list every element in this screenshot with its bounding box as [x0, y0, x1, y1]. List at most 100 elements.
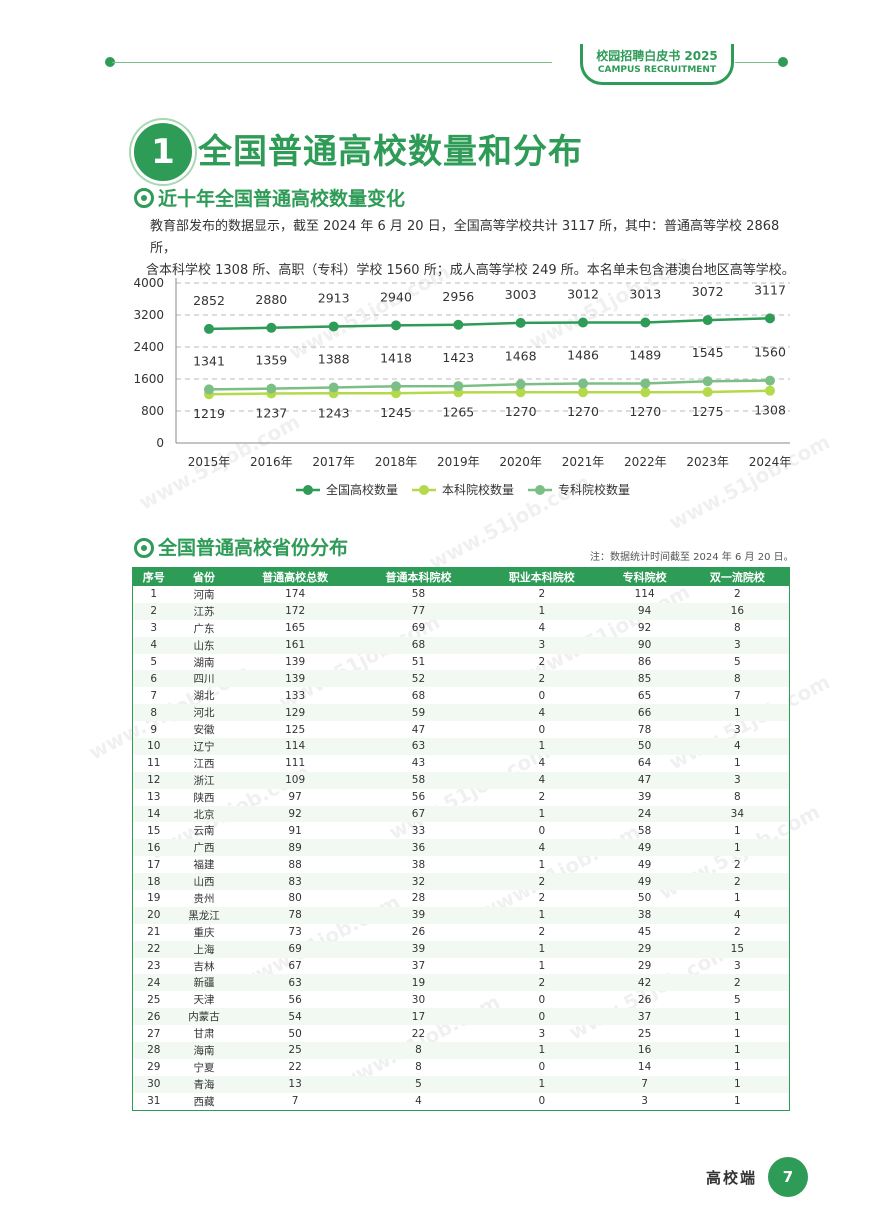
table-cell: 16 [132, 839, 175, 857]
table-row: 11 江西 111 43 4 64 1 [133, 755, 790, 772]
data-point [391, 381, 401, 392]
table-cell: 37 [411, 960, 426, 973]
table-cell: 1 [685, 839, 790, 857]
table-cell: 1 [734, 824, 741, 837]
table-cell: 1 [480, 1042, 604, 1059]
intro-line-2: 含本科学校 1308 所、高职（专科）学校 1560 所；成人高等学校 249 … [146, 263, 795, 278]
table-cell: 10 [132, 738, 175, 755]
table-cell: 11 [147, 757, 161, 770]
table-cell: 36 [356, 839, 481, 857]
table-cell: 47 [411, 723, 426, 736]
table-cell: 0 [538, 1095, 546, 1108]
table-row: 4 山东 161 68 3 90 3 [132, 636, 790, 654]
table-cell: 83 [233, 873, 357, 891]
x-tick-label: 2021年 [562, 455, 605, 469]
column-header: 双一流院校 [685, 567, 790, 586]
data-point [391, 388, 401, 399]
table-cell: 3 [734, 960, 741, 973]
table-row: 5 湖南 139 51 2 86 5 [133, 654, 790, 671]
table-cell: 0 [538, 993, 546, 1006]
table-row: 18 山西 83 32 2 49 2 [132, 873, 790, 891]
column-header: 序号 [132, 567, 175, 586]
column-header: 省份 [174, 567, 234, 586]
header-dot-left [105, 57, 115, 67]
table-cell: 15 [685, 940, 790, 958]
y-tick-label: 1600 [133, 372, 164, 386]
section-bullet-icon [134, 188, 154, 208]
table-cell: 19 [147, 892, 161, 905]
data-point [453, 319, 464, 330]
table-cell: 4 [480, 704, 604, 722]
table-cell: 69 [411, 622, 426, 635]
table-cell: 8 [685, 670, 790, 688]
table-cell: 125 [285, 723, 306, 736]
legend-label: 本科院校数量 [442, 482, 514, 497]
table-cell: 5 [734, 993, 741, 1006]
table-row: 21 重庆 73 26 2 45 2 [133, 924, 790, 941]
table-cell: 25 [233, 1042, 357, 1059]
table-cell: 青海 [174, 1075, 234, 1093]
data-point [515, 317, 526, 328]
table-cell: 2 [538, 656, 546, 668]
table-cell: 湖南 [193, 656, 215, 669]
table-header-row: 序号 省份 普通高校总数 普通本科院校 职业本科院校 专科院校 双一流院校 [132, 567, 790, 586]
table-row: 19 贵州 80 28 2 50 1 [133, 890, 790, 907]
table-cell: 重庆 [193, 926, 215, 939]
legend-marker [419, 485, 429, 495]
data-label: 2940 [380, 289, 412, 304]
data-point [765, 313, 775, 324]
table-cell: 2 [538, 926, 546, 939]
table-cell: 78 [637, 723, 652, 736]
data-point [765, 375, 775, 386]
data-point [702, 387, 713, 397]
table-row: 14 北京 92 67 1 24 34 [132, 805, 790, 823]
legend-marker [535, 485, 545, 495]
data-label: 1341 [193, 353, 225, 368]
table-cell: 49 [603, 873, 686, 891]
table-cell: 3 [150, 622, 158, 635]
line-chart: 0 800 1600 2400 3200 4000 2015年 2016年 2017年 2018年… [133, 276, 792, 497]
table-cell: 50 [603, 738, 686, 755]
table-cell: 河北 [174, 704, 234, 722]
table-cell: 28 [411, 892, 426, 905]
table-cell: 5 [734, 656, 741, 668]
x-tick-label: 2017年 [312, 455, 355, 469]
table-cell: 68 [411, 689, 426, 702]
table-cell: 新疆 [174, 974, 234, 992]
table-cell: 河南 [193, 588, 215, 601]
data-point [391, 320, 401, 331]
table-cell: 天津 [193, 994, 215, 1007]
table-cell: 宁夏 [193, 1061, 215, 1074]
table-cell: 42 [603, 974, 686, 992]
table-cell: 4 [685, 738, 790, 755]
table-cell: 58 [411, 588, 426, 601]
table-cell: 广西 [174, 839, 234, 857]
table-cell: 7 [150, 689, 158, 702]
x-tick-label: 2018年 [375, 455, 418, 469]
section-number-badge: 1 [134, 123, 192, 181]
x-tick-label: 2024年 [749, 455, 792, 469]
table-cell: 80 [288, 892, 302, 905]
table-cell: 2 [480, 974, 604, 992]
table-cell: 37 [603, 1008, 686, 1026]
table-cell: 1 [734, 892, 741, 905]
table-cell: 2 [734, 858, 741, 871]
table-row: 10 辽宁 114 63 1 50 4 [132, 738, 790, 755]
table-cell: 2 [538, 791, 546, 804]
table-cell: 49 [637, 858, 652, 871]
series-line [208, 317, 771, 331]
table-cell: 1 [538, 960, 546, 973]
table-cell: 海南 [174, 1042, 234, 1059]
table-cell: 2 [538, 892, 546, 905]
x-tick-label: 2020年 [499, 455, 542, 469]
table-row: 24 新疆 63 19 2 42 2 [132, 974, 790, 992]
table-cell: 14 [132, 805, 175, 823]
table-cell: 50 [637, 892, 652, 905]
data-point [578, 378, 588, 389]
table-cell: 30 [411, 993, 426, 1006]
table-cell: 0 [538, 723, 546, 736]
table-cell: 34 [685, 805, 790, 823]
table-cell: 56 [411, 791, 426, 804]
data-label: 3003 [505, 287, 537, 302]
table-cell: 109 [233, 771, 357, 789]
